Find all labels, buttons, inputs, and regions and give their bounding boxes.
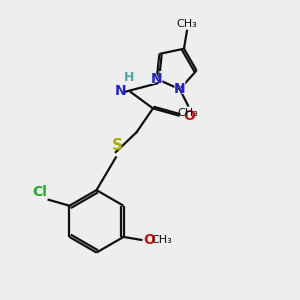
Text: O: O: [143, 233, 155, 247]
Text: CH₃: CH₃: [152, 235, 172, 245]
Text: N: N: [150, 70, 164, 88]
Text: Cl: Cl: [32, 185, 47, 199]
Text: N: N: [115, 84, 126, 98]
Text: CH₃: CH₃: [177, 19, 197, 28]
Text: CH₃: CH₃: [178, 108, 198, 118]
Text: N: N: [174, 82, 185, 96]
Text: N: N: [151, 72, 163, 86]
Text: S: S: [112, 138, 123, 153]
Text: H: H: [123, 71, 134, 84]
Text: O: O: [183, 109, 195, 123]
Text: N: N: [173, 80, 187, 98]
